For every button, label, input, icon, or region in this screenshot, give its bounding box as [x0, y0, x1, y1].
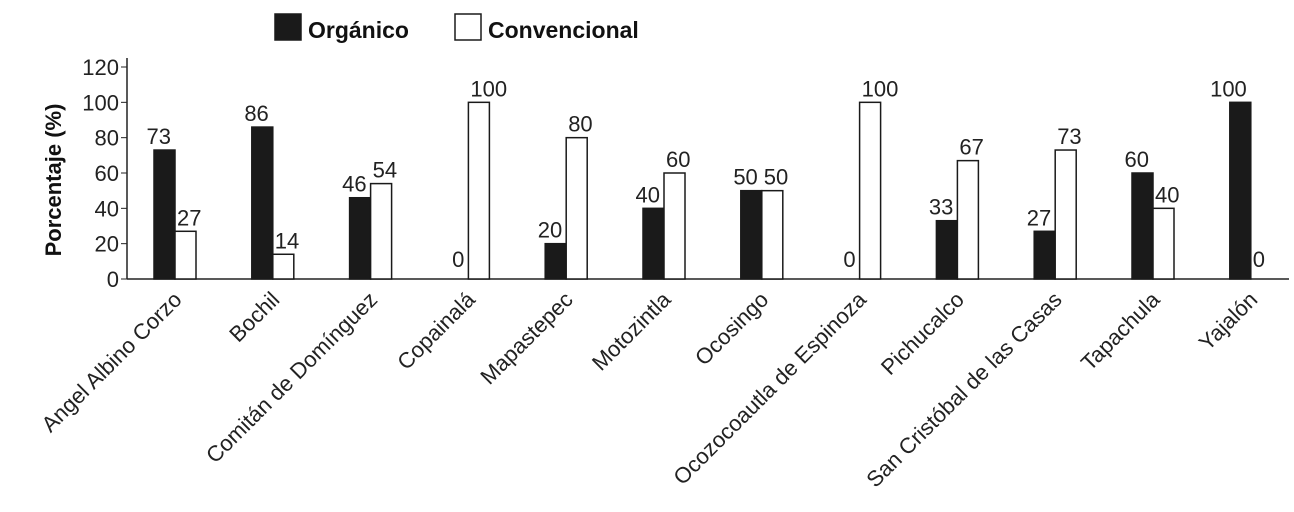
- legend-swatch-convencional: [454, 13, 482, 41]
- legend: Orgánico Convencional: [274, 13, 639, 43]
- data-label-organico: 50: [733, 165, 757, 190]
- data-label-convencional: 100: [470, 76, 507, 101]
- x-category-label: Tapachula: [1076, 286, 1165, 375]
- bars: [153, 101, 1252, 280]
- data-label-organico: 33: [929, 195, 953, 220]
- x-category-label: Angel Albino Corzo: [37, 287, 187, 437]
- data-label-organico: 86: [244, 101, 268, 126]
- legend-label-convencional: Convencional: [488, 17, 639, 43]
- bar-organico: [1229, 101, 1252, 280]
- bar-organico: [153, 149, 176, 280]
- x-category-label: Pichucalco: [876, 287, 969, 380]
- data-label-organico: 46: [342, 172, 366, 197]
- legend-label-organico: Orgánico: [308, 17, 409, 43]
- x-category-label: Comitán de Domínguez: [201, 287, 382, 468]
- data-label-convencional: 40: [1155, 182, 1179, 207]
- x-category-label: Mapastepec: [475, 287, 577, 389]
- data-label-convencional: 27: [177, 205, 201, 230]
- bar-convencional: [663, 172, 686, 280]
- data-label-organico: 27: [1027, 205, 1051, 230]
- x-category-label: Bochil: [224, 287, 284, 347]
- bar-convencional: [174, 230, 197, 280]
- y-tick-label: 0: [107, 267, 119, 292]
- bar-convencional: [467, 101, 491, 280]
- bar-organico: [740, 189, 763, 280]
- y-tick-label: 20: [95, 232, 119, 257]
- bar-organico: [251, 126, 274, 280]
- bar-convencional: [956, 159, 980, 280]
- bar-organico: [1131, 172, 1154, 280]
- y-axis-title: Porcentaje (%): [41, 104, 66, 257]
- y-ticks: 0 20 40 60 80 100 120: [82, 55, 127, 292]
- x-category-label: Motozintla: [587, 286, 676, 375]
- y-tick-label: 40: [95, 196, 119, 221]
- y-tick-label: 60: [95, 161, 119, 186]
- x-category-label: Copainalá: [392, 286, 480, 374]
- data-label-convencional: 67: [959, 135, 983, 160]
- data-label-organico: 0: [452, 247, 464, 272]
- y-tick-label: 100: [82, 90, 119, 115]
- data-label-convencional: 0: [1253, 247, 1265, 272]
- data-label-convencional: 80: [568, 112, 592, 137]
- x-category-label: San Cristóbal de las Casas: [861, 287, 1066, 492]
- data-label-convencional: 100: [862, 76, 899, 101]
- bar-convencional: [761, 189, 784, 280]
- legend-swatch-organico: [274, 13, 302, 41]
- x-category-label: Ocozocoautla de Espinoza: [668, 286, 871, 489]
- data-label-organico: 100: [1210, 76, 1247, 101]
- bar-convencional: [565, 136, 588, 280]
- data-label-convencional: 73: [1057, 124, 1081, 149]
- data-label-convencional: 60: [666, 147, 690, 172]
- bar-convencional: [272, 253, 295, 280]
- data-label-organico: 73: [147, 124, 171, 149]
- data-label-convencional: 14: [275, 228, 299, 253]
- y-tick-label: 80: [95, 126, 119, 151]
- bar-organico: [935, 219, 959, 280]
- bar-organico: [544, 242, 567, 280]
- y-tick-label: 120: [82, 55, 119, 80]
- data-label-convencional: 54: [373, 158, 397, 183]
- x-category-label: Ocosingo: [690, 287, 773, 370]
- data-label-convencional: 50: [764, 165, 788, 190]
- bar-organico: [1033, 230, 1056, 280]
- data-label-organico: 60: [1125, 147, 1149, 172]
- x-category-label: Yajalón: [1194, 287, 1262, 355]
- bar-convencional: [1054, 149, 1077, 280]
- data-label-organico: 40: [636, 182, 660, 207]
- data-label-organico: 0: [843, 247, 855, 272]
- bar-organico: [642, 207, 665, 280]
- bar-convencional: [1152, 207, 1175, 280]
- bar-convencional: [858, 101, 882, 280]
- data-label-organico: 20: [538, 218, 562, 243]
- bar-convencional: [369, 182, 393, 280]
- bar-organico: [348, 196, 372, 280]
